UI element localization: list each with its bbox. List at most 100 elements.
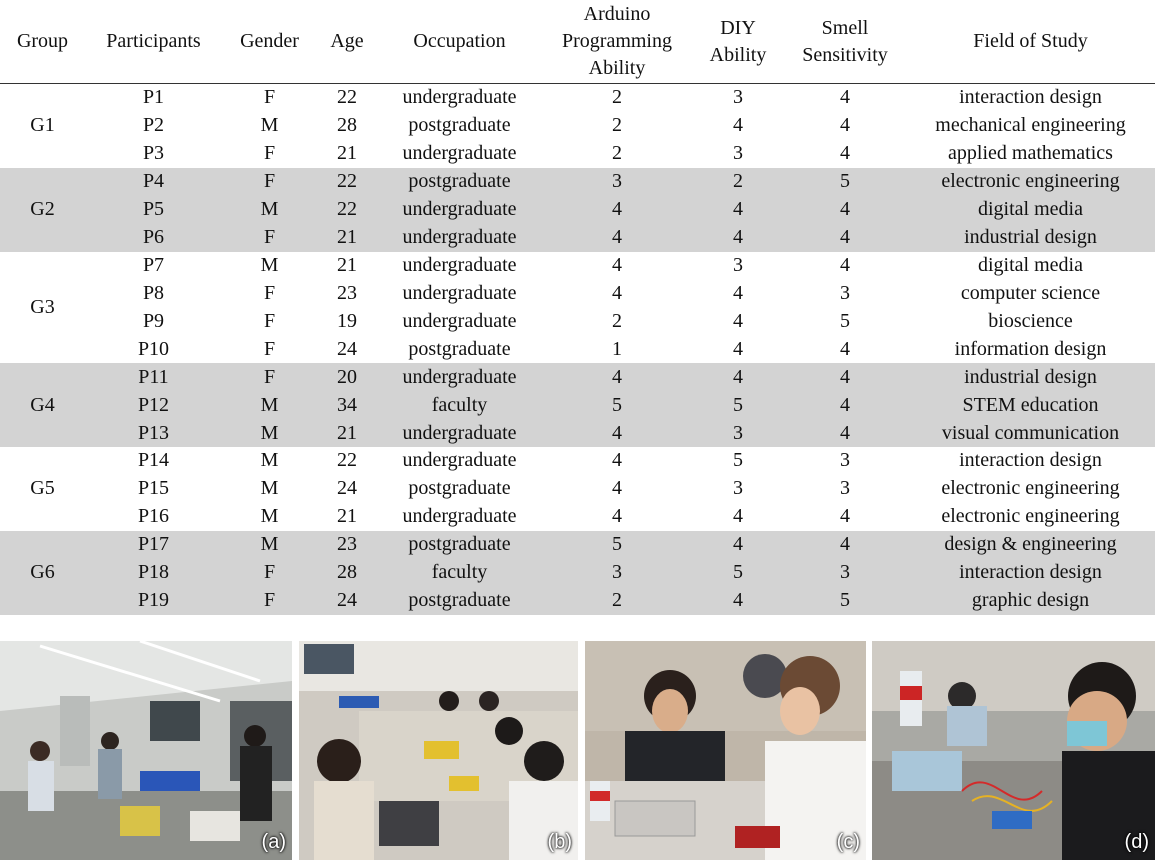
- photo-label: (b): [547, 831, 572, 853]
- column-header-line: Ability: [709, 43, 767, 66]
- group-cell: G2: [0, 167, 85, 252]
- table-cell: electronic engineering: [906, 502, 1155, 531]
- table-cell: 4: [542, 419, 692, 447]
- table-cell: 3: [542, 167, 692, 196]
- column-header-line: Gender: [240, 30, 299, 52]
- table-cell: 4: [784, 530, 906, 559]
- table-cell: mechanical engineering: [906, 111, 1155, 140]
- table-cell: 4: [784, 502, 906, 531]
- table-cell: P16: [85, 502, 222, 531]
- table-cell: F: [222, 363, 317, 392]
- table-cell: 4: [692, 335, 784, 364]
- table-cell: P15: [85, 474, 222, 503]
- table-cell: 4: [784, 363, 906, 392]
- table-cell: 2: [692, 167, 784, 196]
- table-cell: 3: [542, 558, 692, 587]
- table-cell: 4: [784, 251, 906, 280]
- photo-label: (c): [836, 831, 860, 853]
- table-cell: 5: [784, 307, 906, 336]
- column-header-line: Age: [330, 30, 364, 52]
- table-row: P9 F 19 undergraduate 2 4 5 bioscience: [0, 307, 1155, 336]
- column-header: Field of Study: [906, 0, 1155, 84]
- table-cell: 3: [692, 419, 784, 447]
- column-header: Smell Sensitivity: [784, 0, 906, 84]
- table-cell: electronic engineering: [906, 167, 1155, 196]
- table-cell: undergraduate: [377, 195, 542, 224]
- table-cell: P5: [85, 195, 222, 224]
- table-cell: P14: [85, 446, 222, 475]
- table-cell: 4: [784, 223, 906, 252]
- table-cell: 4: [542, 223, 692, 252]
- table-cell: 5: [542, 391, 692, 420]
- table-cell: P17: [85, 530, 222, 559]
- table-cell: F: [222, 167, 317, 196]
- table-cell: 4: [784, 419, 906, 447]
- table-cell: computer science: [906, 279, 1155, 308]
- table-row: P6 F 21 undergraduate 4 4 4 industrial design: [0, 223, 1155, 252]
- table-cell: 4: [784, 391, 906, 420]
- table-cell: undergraduate: [377, 139, 542, 168]
- table-cell: 4: [692, 502, 784, 531]
- table-row: G3 P7 M 21 undergraduate 4 3 4 digital media: [0, 251, 1155, 364]
- table-cell: digital media: [906, 251, 1155, 280]
- table-row: P10 F 24 postgraduate 1 4 4 information design: [0, 335, 1155, 364]
- table-cell: M: [222, 502, 317, 531]
- table-header-row: Group Participants Gender Age Occupation Ardu…: [0, 0, 1155, 84]
- table-row: P12 M 34 faculty 5 5 4 STEM education: [0, 391, 1155, 420]
- table-row: P13 M 21 undergraduate 4 3 4 visual communicati…: [0, 419, 1155, 447]
- table-row: P16 M 21 undergraduate 4 4 4 electronic enginee…: [0, 502, 1155, 531]
- table-cell: M: [222, 391, 317, 420]
- table-cell: 5: [692, 391, 784, 420]
- table-cell: postgraduate: [377, 586, 542, 615]
- table-cell: 4: [692, 586, 784, 615]
- table-cell: postgraduate: [377, 111, 542, 140]
- table-cell: 4: [542, 474, 692, 503]
- table-cell: P18: [85, 558, 222, 587]
- column-header: DIY Ability: [692, 0, 784, 84]
- table-cell: 2: [542, 139, 692, 168]
- table-cell: postgraduate: [377, 167, 542, 196]
- table-cell: F: [222, 83, 317, 112]
- table-cell: postgraduate: [377, 530, 542, 559]
- table-cell: M: [222, 530, 317, 559]
- table-cell: 4: [692, 530, 784, 559]
- table-cell: 21: [317, 223, 377, 252]
- table-cell: 4: [692, 195, 784, 224]
- table-cell: F: [222, 586, 317, 615]
- table-cell: P6: [85, 223, 222, 252]
- table-cell: postgraduate: [377, 474, 542, 503]
- table-cell: undergraduate: [377, 83, 542, 112]
- table-cell: 2: [542, 586, 692, 615]
- table-cell: P9: [85, 307, 222, 336]
- column-header: Arduino Programming Ability: [542, 0, 692, 84]
- table-cell: 3: [692, 474, 784, 503]
- table-row: G4 P11 F 20 undergraduate 4 4 4 industrial desig…: [0, 363, 1155, 447]
- table-cell: 23: [317, 530, 377, 559]
- table-cell: P11: [85, 363, 222, 392]
- participants-table: Group Participants Gender Age Occupation Ardu…: [0, 0, 1155, 615]
- table-cell: 2: [542, 83, 692, 112]
- column-header-line: Sensitivity: [802, 43, 888, 66]
- table-cell: 23: [317, 279, 377, 308]
- table-cell: 3: [784, 558, 906, 587]
- table-cell: 3: [784, 474, 906, 503]
- table-cell: 20: [317, 363, 377, 392]
- table-cell: 3: [692, 139, 784, 168]
- column-header: Group: [0, 0, 85, 84]
- table-cell: undergraduate: [377, 446, 542, 475]
- group-cell: G4: [0, 363, 85, 447]
- table-cell: P8: [85, 279, 222, 308]
- table-cell: 4: [784, 335, 906, 364]
- table-row: P3 F 21 undergraduate 2 3 4 applied mathematics: [0, 139, 1155, 168]
- table-cell: 4: [542, 195, 692, 224]
- table-cell: M: [222, 111, 317, 140]
- table-cell: graphic design: [906, 586, 1155, 615]
- column-header-line: Arduino: [583, 3, 651, 25]
- table-row: G6 P17 M 23 postgraduate 5 4 4 design & engineer…: [0, 530, 1155, 615]
- table-cell: 21: [317, 419, 377, 447]
- column-header-line: Group: [16, 30, 69, 52]
- table-cell: 5: [692, 558, 784, 587]
- table-cell: design & engineering: [906, 530, 1155, 559]
- group-cell: G3: [0, 251, 85, 364]
- table-cell: 4: [542, 502, 692, 531]
